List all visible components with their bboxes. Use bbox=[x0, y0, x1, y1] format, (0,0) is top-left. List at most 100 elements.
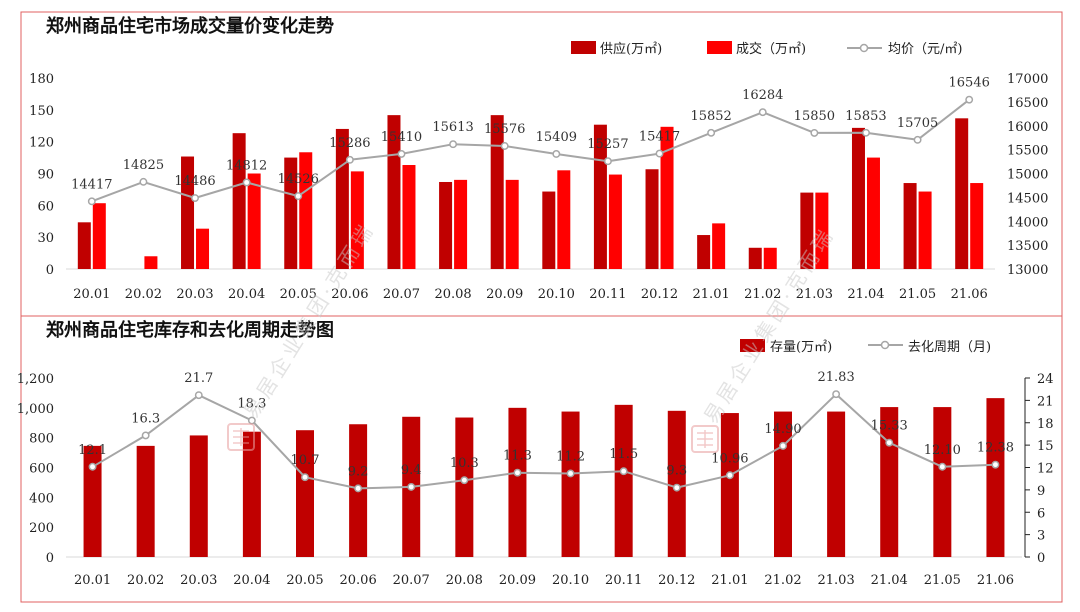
bar-supply bbox=[697, 235, 711, 269]
y-left-tick-label: 0 bbox=[46, 551, 54, 566]
line-point bbox=[913, 135, 922, 144]
data-label: 10.3 bbox=[450, 456, 479, 471]
series-line bbox=[91, 98, 970, 203]
y-left-tick-label: 600 bbox=[29, 462, 54, 477]
bar-deal bbox=[970, 183, 984, 269]
data-label: 15.33 bbox=[871, 419, 908, 434]
bar-stock bbox=[933, 407, 952, 557]
data-label: 21.83 bbox=[818, 370, 855, 385]
x-tick-label: 20.04 bbox=[233, 573, 270, 588]
y-right-tick-label: 13500 bbox=[1007, 239, 1048, 254]
y-right-tick-label: 17000 bbox=[1007, 72, 1048, 87]
line-point bbox=[354, 484, 363, 493]
y-right-tick-label: 15500 bbox=[1007, 144, 1048, 159]
x-tick-label: 20.12 bbox=[641, 287, 678, 302]
bar-deal bbox=[660, 126, 674, 269]
bar-stock bbox=[83, 445, 102, 557]
x-tick-label: 20.08 bbox=[434, 287, 471, 302]
legend-stock-label: 存量(万㎡) bbox=[770, 340, 832, 355]
line-point bbox=[991, 460, 1000, 469]
data-label: 9.3 bbox=[666, 464, 687, 479]
data-label: 15852 bbox=[690, 109, 731, 124]
y-left-tick-label: 0 bbox=[46, 263, 54, 278]
bar-deal bbox=[918, 191, 932, 269]
bar-deal bbox=[299, 152, 313, 269]
x-tick-label: 21.01 bbox=[693, 287, 730, 302]
bar-deal bbox=[92, 203, 106, 269]
chart2-plot: 0 200 400 600 800 1,000 1,200 0 3 6 9 12 15 18 21 24 20.… bbox=[17, 370, 1054, 588]
bar-stock bbox=[561, 411, 580, 557]
x-tick-label: 21.03 bbox=[818, 573, 855, 588]
x-tick-label: 21.04 bbox=[871, 573, 908, 588]
data-label: 15409 bbox=[536, 130, 577, 145]
y-left-tick-label: 800 bbox=[29, 432, 54, 447]
bar-supply bbox=[542, 191, 556, 269]
data-label: 15257 bbox=[587, 137, 628, 152]
bar-supply bbox=[800, 192, 814, 269]
y-right-tick-label: 12 bbox=[1037, 462, 1054, 477]
chart1-title: 郑州商品住宅市场成交量价变化走势 bbox=[46, 15, 334, 37]
bar-stock bbox=[296, 430, 314, 557]
y-right-tick-label: 3 bbox=[1037, 529, 1045, 544]
line-point bbox=[460, 476, 469, 485]
bar-deal bbox=[557, 170, 571, 269]
chart2-title: 郑州商品住宅库存和去化周期走势图 bbox=[46, 319, 334, 341]
line-point bbox=[191, 194, 199, 202]
legend-deal-swatch bbox=[707, 41, 732, 54]
bar-deal bbox=[247, 173, 261, 269]
line-point bbox=[672, 483, 681, 492]
x-tick-label: 21.05 bbox=[924, 573, 961, 588]
y-right-tick-label: 0 bbox=[1037, 551, 1045, 566]
y-right-tick-label: 15000 bbox=[1007, 168, 1048, 183]
bar-deal bbox=[608, 174, 622, 269]
data-label: 15853 bbox=[845, 109, 886, 124]
bar-deal bbox=[712, 223, 726, 269]
seal-stamp-icon bbox=[227, 423, 255, 451]
data-label: 10.96 bbox=[711, 451, 748, 466]
bar-stock bbox=[508, 407, 527, 557]
bar-deal bbox=[763, 247, 777, 269]
legend-cycle-label: 去化周期（月) bbox=[908, 340, 991, 355]
line-point bbox=[141, 431, 150, 440]
y-left-tick-label: 1,000 bbox=[17, 402, 54, 417]
y-left-tick-label: 150 bbox=[29, 104, 54, 119]
line-point bbox=[294, 192, 303, 201]
x-tick-label: 20.07 bbox=[393, 573, 430, 588]
line-point bbox=[500, 142, 509, 150]
line-point bbox=[87, 197, 96, 206]
bar-supply bbox=[490, 115, 504, 269]
line-point bbox=[725, 471, 734, 480]
bar-deal bbox=[144, 256, 158, 269]
data-label: 14526 bbox=[278, 172, 319, 187]
x-tick-label: 20.02 bbox=[125, 287, 162, 302]
data-label: 15576 bbox=[484, 122, 525, 137]
bar-supply bbox=[851, 127, 865, 269]
y-right-tick-label: 13000 bbox=[1007, 263, 1048, 278]
line-point bbox=[832, 390, 841, 399]
data-label: 15850 bbox=[794, 109, 835, 124]
line-point bbox=[194, 391, 203, 400]
bar-deal bbox=[866, 157, 880, 269]
data-label: 12.1 bbox=[78, 443, 107, 458]
bar-supply bbox=[748, 247, 762, 269]
x-tick-label: 20.07 bbox=[383, 287, 420, 302]
legend-price-marker bbox=[859, 43, 869, 53]
y-left-tick-label: 200 bbox=[29, 521, 54, 536]
legend-supply-label: 供应(万㎡) bbox=[600, 41, 662, 57]
bar-stock bbox=[720, 413, 739, 557]
bottom-panel-frame bbox=[20, 315, 1063, 603]
legend-stock-swatch bbox=[740, 339, 765, 352]
line-point bbox=[603, 157, 612, 166]
bar-supply bbox=[645, 169, 659, 269]
bar-deal bbox=[402, 165, 416, 269]
x-tick-label: 20.04 bbox=[228, 287, 265, 302]
y-right-tick-label: 6 bbox=[1037, 506, 1045, 521]
bar-supply bbox=[903, 183, 917, 269]
data-label: 16284 bbox=[742, 88, 783, 103]
x-tick-label: 21.04 bbox=[847, 287, 884, 302]
x-tick-label: 21.02 bbox=[744, 287, 781, 302]
x-tick-label: 20.01 bbox=[73, 287, 110, 302]
bar-supply bbox=[284, 157, 298, 269]
